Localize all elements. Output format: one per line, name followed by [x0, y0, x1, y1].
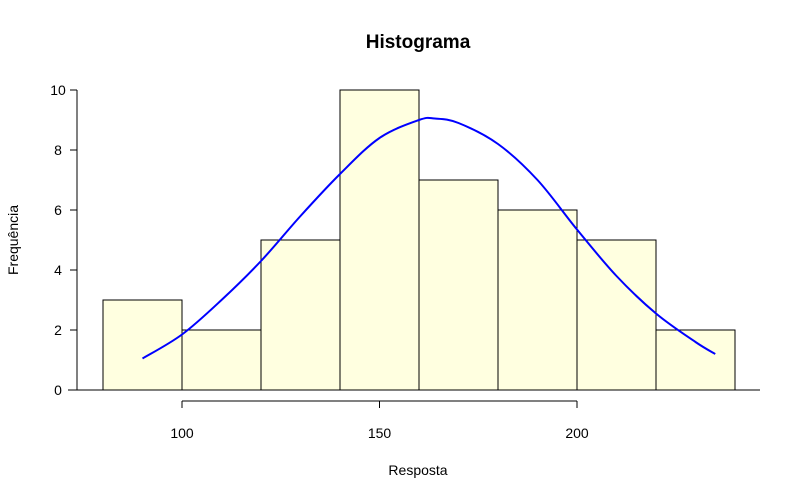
- histogram-bar-6: [497, 209, 578, 391]
- y-tick-label: 8: [54, 142, 62, 158]
- y-tick-label: 6: [54, 202, 62, 218]
- y-axis: 0 2 4 6 8 10: [50, 82, 78, 398]
- histogram-bar-8: [655, 329, 736, 391]
- chart-title: Histograma: [366, 32, 471, 53]
- density-curve-group: [141, 116, 716, 360]
- x-tick-label: 200: [565, 425, 589, 441]
- histogram-bar-7: [576, 239, 657, 391]
- histogram-bar-5: [418, 179, 499, 391]
- bars-group: [102, 89, 736, 391]
- histogram-bar-4: [339, 89, 420, 391]
- histogram-bar-1: [102, 299, 183, 391]
- y-axis-label: Frequência: [5, 205, 21, 275]
- x-tick-label: 150: [368, 425, 392, 441]
- normal-density-curve: [141, 116, 716, 360]
- y-tick-label: 0: [54, 382, 62, 398]
- y-tick-label: 4: [54, 262, 62, 278]
- x-axis-label: Resposta: [388, 462, 447, 478]
- x-axis: 100 150 200: [170, 400, 589, 441]
- histogram-bar-3: [260, 239, 341, 391]
- y-tick-label: 2: [54, 322, 62, 338]
- x-tick-label: 100: [170, 425, 194, 441]
- y-tick-label: 10: [50, 82, 66, 98]
- histogram-bar-2: [181, 329, 262, 391]
